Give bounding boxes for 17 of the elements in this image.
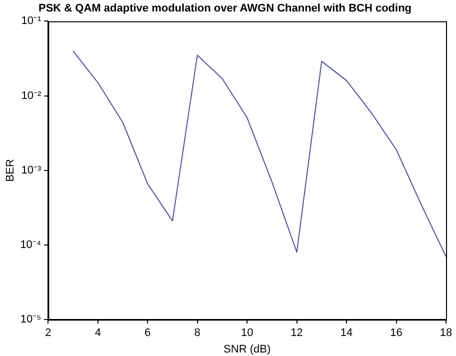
x-tick-label: 4 [94,327,101,340]
y-tick-label: 10⁻³ [21,164,42,176]
y-tick-label: 10⁻⁵ [20,314,42,326]
chart-title: PSK & QAM adaptive modulation over AWGN Channel with BCH coding [38,2,412,15]
x-tick-label: 14 [340,327,353,340]
x-tick-label: 6 [144,327,151,340]
x-tick-label: 18 [440,327,452,340]
x-tick-label: 10 [240,327,254,340]
x-tick-label: 12 [290,327,303,340]
y-axis-title: BER [4,159,17,182]
y-tick-label: 10⁻¹ [21,15,42,28]
x-axis-title: SNR (dB) [224,343,271,356]
y-tick-label: 10⁻⁴ [20,239,42,252]
x-tick-label: 2 [45,327,52,340]
x-tick-label: 8 [194,327,200,340]
y-tick-label: 10⁻² [21,90,42,102]
x-tick-label: 16 [390,327,402,340]
